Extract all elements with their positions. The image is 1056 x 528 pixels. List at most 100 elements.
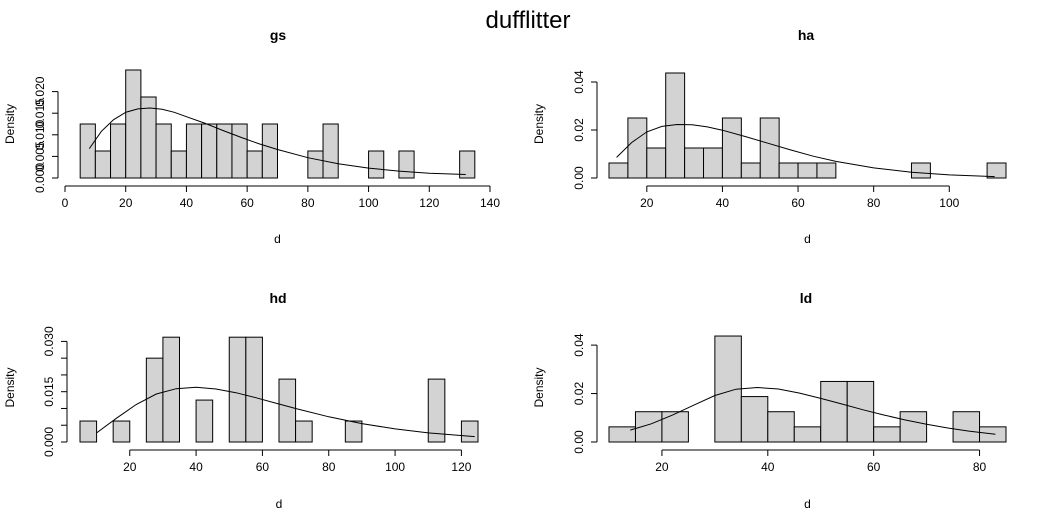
histogram-bar	[79, 420, 98, 443]
histogram-bar	[322, 123, 339, 179]
histogram-bar	[740, 162, 761, 179]
histogram-bar	[245, 336, 263, 443]
histogram-bar	[608, 426, 636, 443]
y-tick-label: 0.020	[33, 76, 47, 106]
x-tick-label: 100	[359, 196, 379, 210]
figure-title: dufflitter	[486, 7, 571, 34]
histogram-bar	[646, 147, 667, 179]
x-tick-label: 40	[180, 196, 194, 210]
y-tick-label: 0.010	[33, 119, 47, 149]
histogram-bar	[627, 117, 648, 179]
x-axis-title: d	[804, 497, 811, 511]
histogram-bar	[778, 162, 799, 179]
histogram-bar	[873, 426, 901, 443]
histogram-bar	[460, 420, 479, 443]
histogram-bar	[110, 123, 127, 179]
histogram-bar	[216, 123, 233, 179]
x-tick-label: 60	[256, 460, 270, 474]
histogram-bar	[459, 150, 476, 179]
y-tick-label: 0.00	[572, 430, 586, 454]
histogram-bar	[295, 420, 313, 443]
y-axis-title: Density	[532, 367, 546, 407]
histogram-bar	[684, 147, 705, 179]
x-tick-label: 40	[189, 460, 203, 474]
density-curve	[630, 386, 996, 435]
x-tick-label: 60	[791, 196, 805, 210]
x-tick-label: 20	[123, 460, 137, 474]
panel-title: ha	[798, 27, 815, 43]
histogram-bar	[278, 378, 297, 443]
x-tick-label: 100	[939, 196, 959, 210]
panel-title: hd	[269, 290, 286, 306]
density-curve	[96, 386, 475, 438]
histogram-bar	[246, 150, 263, 179]
y-tick-label: 0.015	[42, 376, 56, 406]
histogram-bar	[820, 380, 848, 443]
panel-title: gs	[270, 27, 287, 43]
histogram-bar	[952, 411, 981, 443]
histogram-bar	[261, 123, 279, 179]
y-tick-label: 0.000	[33, 163, 47, 193]
x-axis-title: d	[274, 232, 281, 246]
y-tick-label: 0.00	[572, 166, 586, 190]
histogram-bar	[145, 357, 164, 443]
x-tick-label: 100	[385, 460, 405, 474]
histogram-bar	[767, 411, 795, 443]
histogram-bar	[740, 396, 769, 443]
histogram-bar	[979, 426, 1007, 443]
y-tick-label: 0.000	[42, 427, 56, 457]
x-tick-label: 80	[867, 196, 881, 210]
x-tick-label: 80	[973, 460, 987, 474]
histogram-bar	[661, 411, 689, 443]
histogram-bar	[759, 117, 780, 179]
x-tick-label: 20	[119, 196, 133, 210]
x-tick-label: 60	[867, 460, 881, 474]
x-tick-label: 120	[451, 460, 471, 474]
histogram-bar	[398, 150, 415, 179]
y-tick-label: 0.04	[572, 333, 586, 357]
histogram-bar	[816, 162, 837, 179]
y-axis-title: Density	[3, 104, 17, 144]
x-tick-label: 0	[62, 196, 69, 210]
histogram-bar	[307, 150, 324, 179]
histogram-bar	[231, 123, 248, 179]
density-curve	[88, 107, 466, 175]
histogram-bar	[608, 162, 629, 179]
histogram-bar	[170, 150, 187, 179]
x-tick-label: 80	[322, 460, 336, 474]
histogram-bar	[185, 123, 203, 179]
x-tick-label: 120	[419, 196, 439, 210]
x-tick-label: 60	[240, 196, 254, 210]
histogram-bar	[125, 69, 142, 179]
x-axis-title: d	[804, 232, 811, 246]
histogram-bar	[910, 162, 931, 179]
histogram-bar	[79, 123, 96, 179]
histogram-bar	[201, 123, 218, 179]
panel-ld: ld 20 40 60 80 0.00 0.02 0.04 d Density	[532, 290, 1007, 511]
panel-ha: ha 20 40 60 80 100 0.00 0.02 0.04 d Density	[532, 27, 1007, 246]
y-tick-label: 0.015	[33, 98, 47, 128]
histogram-bar	[721, 117, 742, 179]
x-tick-label: 40	[716, 196, 730, 210]
y-axis-title: Density	[532, 104, 546, 144]
y-tick-label: 0.04	[572, 70, 586, 94]
x-tick-label: 140	[480, 196, 500, 210]
histogram-bar	[195, 399, 214, 443]
panel-hd: hd 20 40 60 80 100 120 0.000 0.015 0.030 d Density	[3, 290, 479, 511]
histogram-bar	[112, 420, 131, 443]
histogram-bar	[228, 336, 247, 443]
histogram-bar	[797, 162, 818, 179]
histogram-bar	[986, 162, 1007, 179]
density-curve	[616, 123, 995, 178]
x-axis-title: d	[276, 497, 283, 511]
y-tick-label: 0.030	[42, 326, 56, 356]
x-tick-label: 20	[640, 196, 654, 210]
panel-gs: gs 0 20 40 60 80 100 120 140 0.0000.0050.0100.015…	[3, 27, 500, 246]
y-tick-label: 0.02	[572, 382, 586, 406]
y-tick-label: 0.02	[572, 118, 586, 142]
histogram-bar	[155, 123, 172, 179]
y-axis-title: Density	[3, 367, 17, 407]
histogram-bar	[427, 378, 446, 443]
histogram-bar	[793, 426, 822, 443]
histogram-bar	[368, 150, 385, 179]
